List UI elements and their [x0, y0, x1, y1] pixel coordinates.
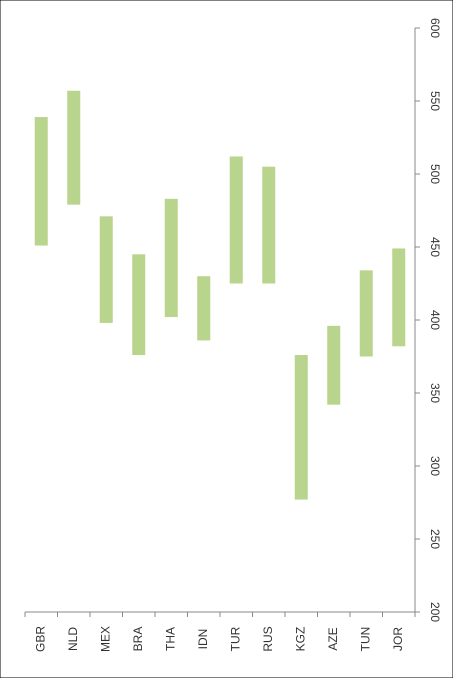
- y-tick-label: 250: [428, 529, 442, 549]
- bar: [197, 276, 211, 341]
- y-tick-label: 600: [428, 18, 442, 38]
- x-tick-label: TUR: [228, 626, 242, 651]
- y-tick-label: 350: [428, 383, 442, 403]
- x-tick-label: THA: [163, 627, 177, 651]
- y-tick-label: 200: [428, 602, 442, 622]
- x-tick-label: BRA: [131, 627, 145, 652]
- bar: [229, 156, 243, 284]
- x-tick-label: IDN: [196, 629, 210, 650]
- bar: [262, 166, 276, 284]
- bar: [294, 355, 308, 500]
- y-tick-label: 450: [428, 237, 442, 257]
- x-tick-label: AZE: [326, 627, 340, 650]
- x-tick-label: NLD: [66, 627, 80, 651]
- y-tick-label: 500: [428, 164, 442, 184]
- bar: [327, 325, 341, 405]
- bar: [34, 117, 48, 246]
- x-tick-label: JOR: [391, 627, 405, 651]
- y-tick-label: 400: [428, 310, 442, 330]
- bar: [164, 198, 178, 318]
- y-tick-label: 300: [428, 456, 442, 476]
- bar: [392, 248, 406, 347]
- bar: [67, 90, 81, 205]
- x-tick-label: GBR: [33, 626, 47, 652]
- bar: [132, 254, 146, 356]
- x-tick-label: KGZ: [293, 627, 307, 652]
- bar: [359, 270, 373, 357]
- x-tick-label: TUN: [358, 627, 372, 652]
- x-tick-label: MEX: [98, 626, 112, 652]
- bar: [99, 216, 113, 323]
- x-tick-label: RUS: [261, 626, 275, 651]
- y-tick-label: 550: [428, 91, 442, 111]
